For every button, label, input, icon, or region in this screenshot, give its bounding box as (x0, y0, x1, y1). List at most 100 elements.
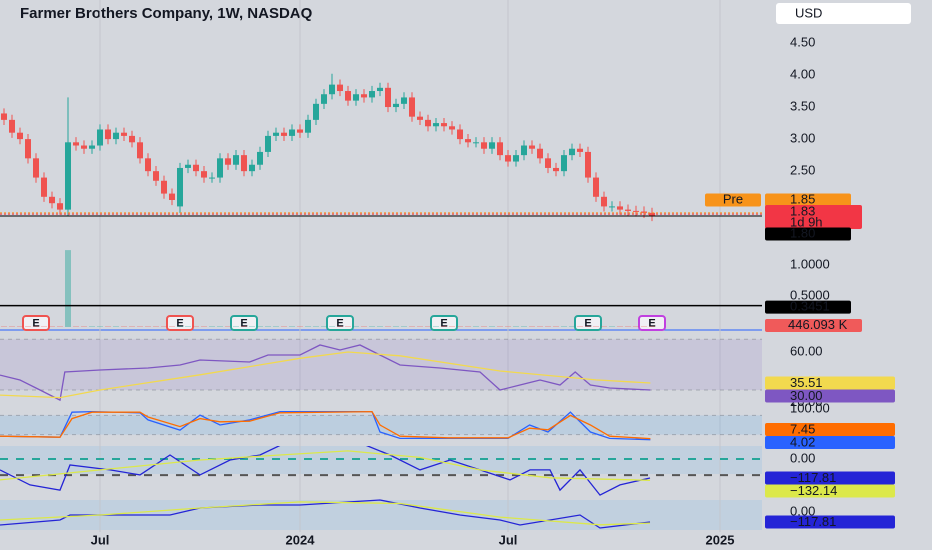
indicator-line (0, 501, 651, 526)
volume-bar (273, 326, 279, 327)
chart-title: Farmer Brothers Company, 1W, NASDAQ (20, 5, 313, 22)
currency-button[interactable] (776, 3, 911, 24)
volume-bar (377, 326, 383, 327)
volume-bar (473, 326, 479, 327)
candle-body (625, 209, 631, 211)
x-tick-label: 2025 (706, 532, 735, 547)
volume-bar (49, 326, 55, 327)
value-label: 35.51 (790, 375, 823, 390)
candle-body (113, 132, 119, 140)
pane (0, 338, 762, 402)
candle-body (265, 135, 271, 152)
volume-bar (65, 250, 71, 327)
earnings-badge (430, 315, 458, 331)
candle-body (553, 167, 559, 172)
earnings-badge (22, 315, 50, 331)
candle-body (57, 203, 63, 210)
candle-body (137, 142, 143, 159)
volume-bar (217, 326, 223, 327)
volume-bar (385, 326, 391, 327)
candle-body (393, 103, 399, 108)
candle-body (305, 119, 311, 133)
y-tick-label: 100.00 (790, 400, 830, 415)
candle-body (457, 129, 463, 140)
volume-bar (97, 326, 103, 327)
level-label-box (765, 300, 851, 314)
value-label-box (765, 484, 895, 498)
y-tick-label: 0.00 (790, 503, 815, 518)
volume-bar (545, 326, 551, 327)
candle-body (569, 148, 575, 156)
y-tick-label: 4.50 (790, 34, 815, 49)
candle-body (177, 167, 183, 207)
volume-bar (553, 326, 559, 327)
volume-bar (393, 326, 399, 327)
volume-bar (161, 326, 167, 327)
volume-bar (105, 326, 111, 327)
volume-bar (417, 326, 423, 327)
volume-bar (561, 326, 567, 327)
candle-body (33, 158, 39, 178)
volume-bar (409, 326, 415, 327)
candle-body (49, 196, 55, 204)
candle-body (577, 148, 583, 152)
candle-body (529, 145, 535, 149)
volume-bar (529, 326, 535, 327)
candle-body (9, 119, 15, 133)
candle-body (145, 158, 151, 172)
candle-body (609, 206, 615, 208)
cci-pane-bg (0, 446, 762, 474)
volume-bar (137, 326, 143, 327)
candle-body (297, 129, 303, 133)
candle-body (441, 123, 447, 127)
candle-body (377, 87, 383, 92)
volume-bar (633, 326, 639, 327)
candle-body (497, 142, 503, 156)
price-label: 1.80 (790, 225, 815, 240)
volume-bar (153, 326, 159, 327)
volume-bar (233, 326, 239, 327)
volume-bar (401, 326, 407, 327)
volume-bar (537, 326, 543, 327)
y-tick-label: 2.50 (790, 163, 815, 178)
price-label-box (765, 193, 851, 207)
price-label: 1.83 (790, 203, 815, 218)
candle-body (17, 132, 23, 140)
candle-body (273, 132, 279, 136)
volume-bar (129, 326, 135, 327)
volume-bar (73, 326, 79, 327)
currency-label[interactable]: USD (795, 5, 822, 20)
volume-bar (457, 326, 463, 327)
indicator-line (0, 450, 651, 481)
volume-bar (601, 326, 607, 327)
volume-bar (625, 326, 631, 327)
candle-body (153, 171, 159, 181)
candle-body (353, 94, 359, 101)
candle-body (369, 91, 375, 98)
volume-bar (609, 326, 615, 327)
candle-body (209, 177, 215, 179)
volume-bar (145, 326, 151, 327)
volume-bar (441, 326, 447, 327)
candle-body (89, 145, 95, 149)
x-tick-label: Jul (499, 532, 518, 547)
indicator-line (0, 344, 651, 402)
volume-bar (521, 326, 527, 327)
volume-bar (177, 326, 183, 327)
pane (0, 446, 762, 496)
earnings-badge (326, 315, 354, 331)
value-label: 4.02 (790, 434, 815, 449)
volume-bar (113, 326, 119, 327)
volume-bar (505, 326, 511, 327)
volume-bar (289, 326, 295, 327)
volume-bar (209, 326, 215, 327)
volume-bar (305, 326, 311, 327)
pane (1, 73, 655, 222)
volume-bar (81, 326, 87, 327)
candle-body (257, 151, 263, 165)
value-label: −117.81 (790, 470, 836, 485)
candle-body (345, 91, 351, 101)
volume-bar (297, 326, 303, 327)
volume-bar (265, 326, 271, 327)
